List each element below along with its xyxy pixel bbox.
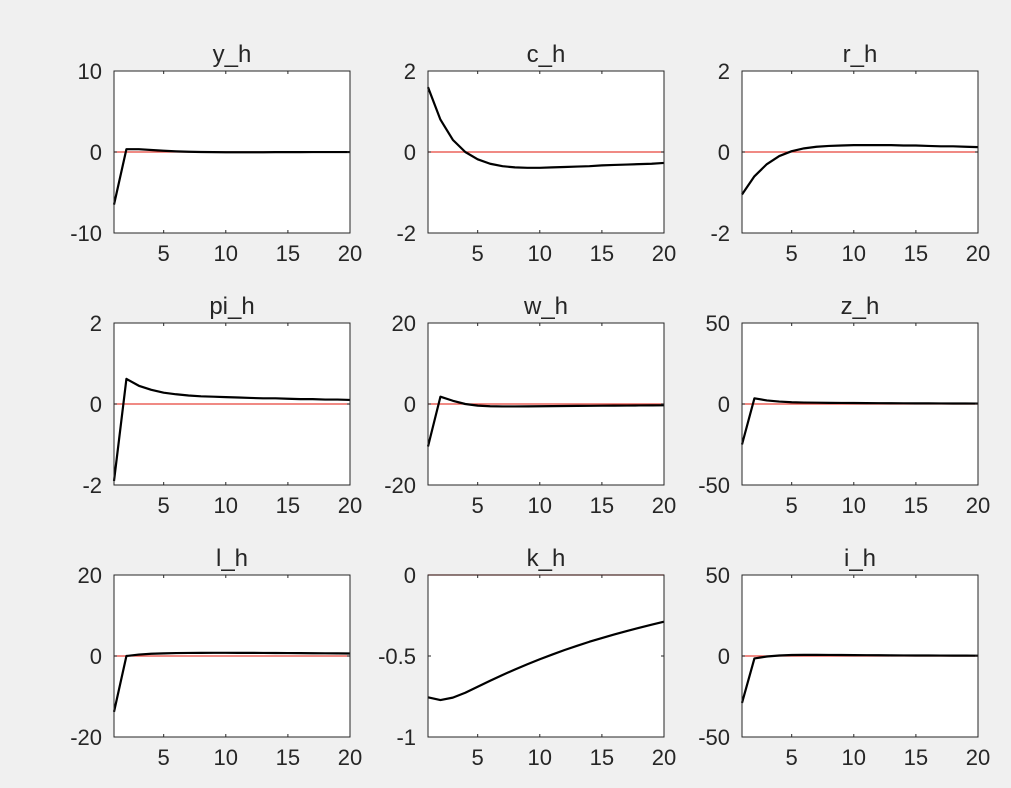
subplot-c_h: c_h 5 10 15 20 -2 0 2 xyxy=(396,41,676,266)
y-tick-label: -10 xyxy=(70,221,102,246)
impulse-response-line xyxy=(740,397,979,445)
y-tick-label: -2 xyxy=(82,473,102,498)
y-tick-label: 0 xyxy=(404,563,416,588)
x-tick-label: 5 xyxy=(472,493,484,518)
subplot-title: y_h xyxy=(213,41,252,68)
subplot-r_h: r_h 5 10 15 20 -2 0 2 xyxy=(710,41,990,266)
subplot-pi_h: pi_h 5 10 15 20 -2 0 2 xyxy=(82,293,362,518)
subplot-title: c_h xyxy=(527,41,566,68)
y-tick-label: 0 xyxy=(90,392,102,417)
x-tick-label: 20 xyxy=(652,241,676,266)
y-tick-label: 0 xyxy=(718,392,730,417)
y-tick-label: 0 xyxy=(718,140,730,165)
subplot-y_h: y_h 5 10 15 20 -10 0 10 xyxy=(70,41,362,266)
x-tick-label: 20 xyxy=(338,493,362,518)
x-tick-label: 10 xyxy=(528,745,552,770)
x-tick-label: 15 xyxy=(904,493,928,518)
impulse-response-line xyxy=(741,144,979,196)
y-tick-label: -50 xyxy=(698,473,730,498)
y-tick-label: 2 xyxy=(90,311,102,336)
x-tick-label: 15 xyxy=(590,745,614,770)
x-tick-label: 5 xyxy=(158,493,170,518)
y-tick-label: 50 xyxy=(706,563,730,588)
x-tick-label: 10 xyxy=(528,493,552,518)
x-tick-label: 15 xyxy=(276,241,300,266)
x-tick-label: 10 xyxy=(528,241,552,266)
x-tick-label: 15 xyxy=(276,745,300,770)
y-tick-label: 2 xyxy=(404,59,416,84)
subplot-title: z_h xyxy=(841,293,880,320)
x-tick-label: 10 xyxy=(214,493,238,518)
subplot-l_h: l_h 5 10 15 20 -20 0 20 xyxy=(70,545,362,770)
subplot-title: k_h xyxy=(527,545,566,572)
x-tick-label: 20 xyxy=(652,745,676,770)
y-tick-label: 20 xyxy=(78,563,102,588)
y-tick-label: -2 xyxy=(396,221,416,246)
y-tick-label: 0 xyxy=(90,140,102,165)
subplot-title: i_h xyxy=(844,545,876,572)
y-tick-label: -20 xyxy=(384,473,416,498)
x-tick-label: 5 xyxy=(158,241,170,266)
x-tick-label: 20 xyxy=(338,745,362,770)
x-tick-label: 15 xyxy=(276,493,300,518)
y-tick-label: -0.5 xyxy=(378,644,416,669)
x-tick-label: 5 xyxy=(472,241,484,266)
y-tick-label: 10 xyxy=(78,59,102,84)
x-tick-label: 20 xyxy=(966,241,990,266)
subplot-z_h: z_h 5 10 15 20 -50 0 50 xyxy=(698,293,990,518)
x-tick-label: 20 xyxy=(338,241,362,266)
x-tick-label: 5 xyxy=(786,241,798,266)
x-tick-label: 20 xyxy=(652,493,676,518)
y-tick-label: -20 xyxy=(70,725,102,750)
y-tick-label: -50 xyxy=(698,725,730,750)
impulse-response-line xyxy=(426,395,665,447)
y-tick-label: -1 xyxy=(396,725,416,750)
x-tick-label: 10 xyxy=(842,493,866,518)
y-tick-label: 2 xyxy=(718,59,730,84)
subplot-title: l_h xyxy=(216,545,248,572)
x-tick-label: 20 xyxy=(966,493,990,518)
x-tick-label: 5 xyxy=(158,745,170,770)
subplot-k_h: k_h 5 10 15 20 -1 -0.5 0 xyxy=(378,545,676,770)
subplot-w_h: w_h 5 10 15 20 -20 0 20 xyxy=(384,293,676,518)
y-tick-label: 0 xyxy=(404,392,416,417)
impulse-response-line xyxy=(426,86,665,169)
subplot-title: r_h xyxy=(843,41,878,68)
subplot-title: w_h xyxy=(523,293,568,320)
x-tick-label: 5 xyxy=(786,745,798,770)
x-tick-label: 20 xyxy=(966,745,990,770)
y-tick-label: 50 xyxy=(706,311,730,336)
impulse-response-line xyxy=(112,148,350,205)
x-tick-label: 15 xyxy=(904,745,928,770)
x-tick-label: 10 xyxy=(842,745,866,770)
x-tick-label: 15 xyxy=(590,241,614,266)
x-tick-label: 5 xyxy=(472,745,484,770)
impulse-response-line xyxy=(112,377,351,482)
x-tick-label: 10 xyxy=(214,745,238,770)
impulse-response-line xyxy=(427,620,665,702)
x-tick-label: 10 xyxy=(214,241,238,266)
x-tick-label: 15 xyxy=(590,493,614,518)
y-tick-label: 0 xyxy=(90,644,102,669)
impulse-response-line xyxy=(112,651,351,713)
subplot-title: pi_h xyxy=(209,293,254,320)
y-tick-label: 0 xyxy=(404,140,416,165)
subplot-i_h: i_h 5 10 15 20 -50 0 50 xyxy=(698,545,990,770)
impulse-response-line xyxy=(740,653,979,704)
y-tick-label: 20 xyxy=(392,311,416,336)
x-tick-label: 5 xyxy=(786,493,798,518)
x-tick-label: 15 xyxy=(904,241,928,266)
x-tick-label: 10 xyxy=(842,241,866,266)
y-tick-label: -2 xyxy=(710,221,730,246)
y-tick-label: 0 xyxy=(718,644,730,669)
